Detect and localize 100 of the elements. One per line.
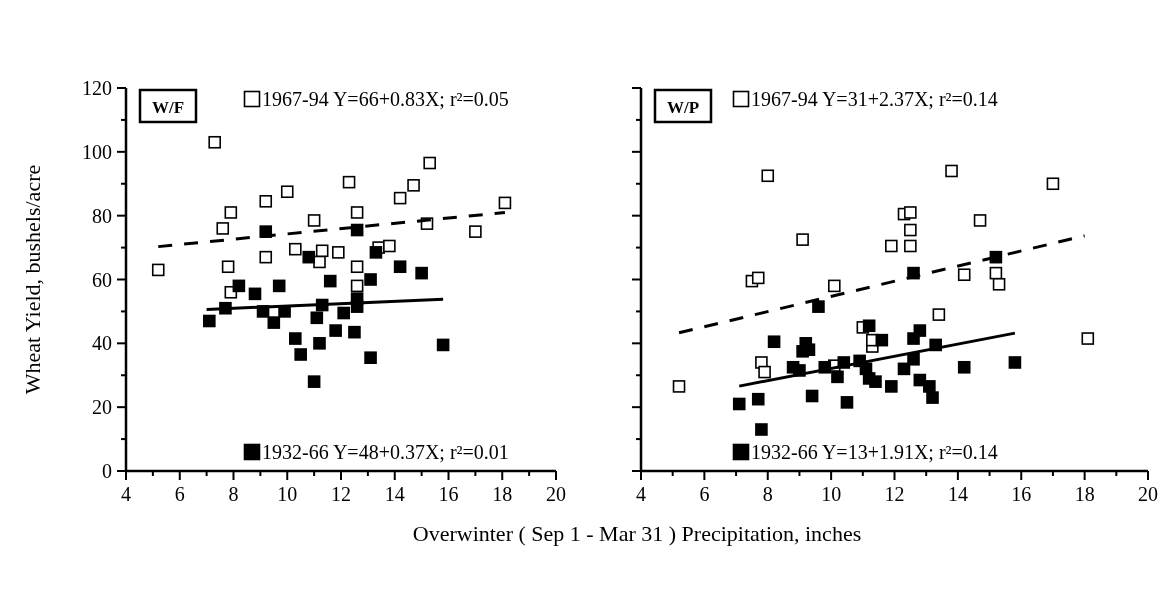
x-tick-label: 20 [1138, 483, 1158, 505]
point [1081, 332, 1095, 345]
point [831, 370, 844, 384]
point [364, 351, 377, 364]
x-tick-label: 20 [546, 483, 566, 505]
point [805, 389, 819, 403]
point [758, 365, 771, 379]
point [294, 348, 307, 361]
y-axis-title: Wheat Yield, bushels/acre [20, 164, 45, 395]
point [904, 239, 917, 253]
y-tick-label: 80 [92, 204, 112, 227]
x-tick-label: 16 [1011, 483, 1032, 505]
point [751, 392, 765, 406]
point [904, 223, 917, 237]
point [272, 279, 286, 293]
point [751, 271, 765, 285]
point [423, 156, 436, 170]
point [348, 325, 361, 339]
point [289, 332, 302, 345]
point [904, 206, 917, 219]
point [393, 191, 407, 205]
point [1008, 356, 1022, 369]
point [932, 308, 946, 321]
point [332, 246, 345, 259]
text: W/P [666, 98, 700, 117]
point [945, 164, 958, 178]
point [407, 179, 420, 192]
point [973, 214, 987, 227]
x-tick-label: 10 [821, 483, 842, 505]
point [812, 300, 825, 313]
x-tick-label: 14 [947, 483, 968, 505]
point [350, 260, 364, 274]
point [369, 246, 383, 259]
y-tick-label: 20 [92, 396, 112, 419]
point [342, 175, 356, 189]
point [755, 423, 768, 436]
legend-label: 1967-94 Y=66+0.83X; r²=0.05 [262, 88, 509, 110]
point [1046, 177, 1060, 191]
point [259, 195, 273, 208]
point [248, 287, 262, 301]
legend-label: 1932-66 Y=48+0.37X; r²=0.01 [262, 441, 509, 463]
y-tick-label: 100 [82, 140, 112, 163]
point [302, 250, 316, 264]
point [315, 244, 329, 258]
y-tick-label: 60 [92, 268, 112, 291]
point [761, 169, 775, 183]
x-tick-label: 6 [699, 483, 710, 505]
text: W/F [151, 98, 185, 117]
point [289, 242, 302, 256]
point [232, 279, 246, 293]
x-tick-label: 16 [438, 483, 459, 505]
point [926, 391, 939, 404]
point [310, 311, 324, 325]
point [469, 225, 482, 238]
x-tick-label: 4 [636, 483, 646, 505]
point [267, 316, 281, 329]
x-tick-label: 18 [492, 483, 513, 505]
x-axis-title: Overwinter ( Sep 1 - Mar 31 ) Precipitation, inches [412, 521, 862, 546]
point [151, 263, 165, 277]
point [259, 250, 273, 264]
point [323, 274, 337, 288]
x-tick-label: 6 [174, 483, 185, 505]
x-tick-label: 12 [331, 483, 351, 505]
x-tick-label: 14 [384, 483, 405, 505]
y-tick-label: 120 [82, 77, 112, 99]
point [350, 279, 364, 293]
point [313, 337, 326, 350]
point [337, 306, 350, 320]
point [796, 233, 809, 246]
point [224, 206, 238, 219]
point [957, 268, 971, 282]
point [957, 360, 971, 374]
point [875, 333, 889, 347]
point [840, 396, 854, 409]
point [436, 338, 450, 352]
point [923, 380, 936, 393]
point [672, 380, 686, 393]
point [203, 314, 216, 328]
point [767, 335, 781, 349]
point [307, 375, 321, 388]
x-tick-label: 10 [277, 483, 298, 505]
point [307, 214, 321, 227]
point [383, 239, 396, 253]
point [732, 397, 746, 411]
point [350, 206, 364, 219]
legend-label: 1932-66 Y=13+1.91X; r²=0.14 [751, 441, 998, 463]
x-tick-label: 8 [762, 483, 773, 505]
y-tick-label: 40 [92, 332, 112, 355]
point [415, 266, 428, 280]
point [907, 352, 920, 366]
point [862, 319, 876, 333]
point [913, 324, 927, 337]
point [216, 222, 230, 235]
point [498, 196, 512, 210]
x-tick-label: 12 [884, 483, 905, 505]
point [885, 239, 898, 253]
point [221, 260, 235, 274]
point [208, 135, 221, 149]
x-tick-label: 4 [121, 483, 131, 505]
point [869, 375, 882, 388]
